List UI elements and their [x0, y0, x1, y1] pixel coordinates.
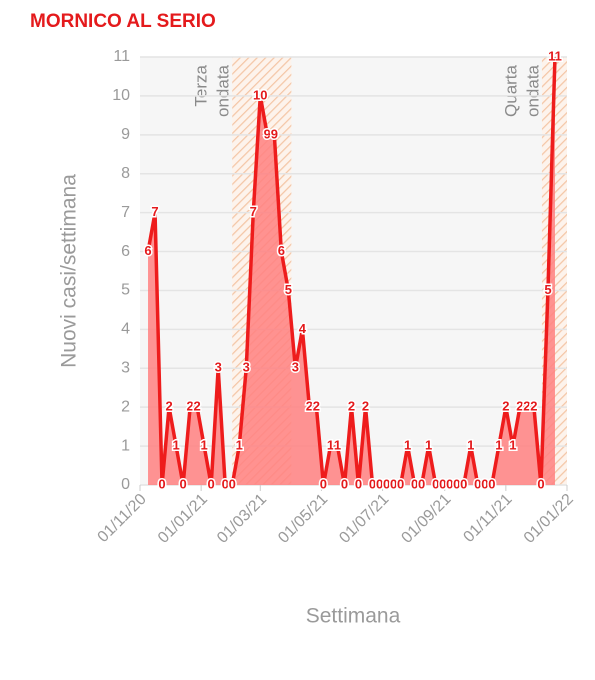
- y-tick-label: 1: [121, 437, 130, 454]
- value-label: 1: [236, 438, 243, 453]
- value-label: 6: [144, 243, 151, 258]
- x-tick-label: 01/11/20: [95, 491, 150, 546]
- value-label: 3: [215, 360, 222, 375]
- value-label: 1: [509, 438, 516, 453]
- value-label: 0: [208, 476, 215, 491]
- value-label: 0: [537, 476, 544, 491]
- value-label: 0: [390, 476, 397, 491]
- y-tick-label: 9: [121, 126, 130, 143]
- value-label: 7: [250, 204, 257, 219]
- x-tick-label: 01/05/21: [275, 491, 331, 547]
- value-label: 0: [179, 476, 186, 491]
- value-label: 0: [460, 476, 467, 491]
- value-label: 10: [253, 87, 267, 102]
- value-label: 1: [495, 438, 502, 453]
- x-tick-label: 01/07/21: [336, 491, 392, 547]
- y-axis-title: Nuovi casi/settimana: [58, 174, 81, 368]
- value-label: 3: [292, 360, 299, 375]
- marks: [146, 56, 557, 487]
- value-label: 0: [432, 476, 439, 491]
- value-label: 2: [187, 399, 194, 414]
- value-label: 9: [264, 126, 271, 141]
- wave-label: ondata: [523, 64, 542, 117]
- value-label: 9: [271, 126, 278, 141]
- value-label: 0: [446, 476, 453, 491]
- value-label: 0: [376, 476, 383, 491]
- value-label: 0: [222, 476, 229, 491]
- value-label: 0: [488, 476, 495, 491]
- x-tick-label: 01/09/21: [398, 491, 454, 547]
- wave-label: Quarta: [501, 64, 520, 117]
- x-axis-title: Settimana: [306, 605, 401, 628]
- x-tick-label: 01/01/21: [155, 491, 211, 547]
- value-label: 2: [362, 399, 369, 414]
- value-label: 0: [383, 476, 390, 491]
- value-label: 2: [523, 399, 530, 414]
- chart-title: MORNICO AL SERIO: [30, 11, 216, 32]
- y-tick-label: 0: [121, 476, 130, 493]
- x-tick-label: 01/01/22: [521, 491, 577, 547]
- value-label: 0: [418, 476, 425, 491]
- value-label: 5: [285, 282, 292, 297]
- value-label: 0: [397, 476, 404, 491]
- wave-label: Terza: [192, 64, 211, 106]
- y-tick-label: 10: [112, 87, 130, 104]
- value-label: 1: [334, 438, 341, 453]
- value-label: 6: [278, 243, 285, 258]
- value-label: 0: [355, 476, 362, 491]
- area: [148, 57, 555, 485]
- value-label: 0: [481, 476, 488, 491]
- value-label: 0: [474, 476, 481, 491]
- value-label: 4: [299, 321, 307, 336]
- value-label: 7: [151, 204, 158, 219]
- y-tick-label: 4: [121, 321, 130, 338]
- y-tick-label: 6: [121, 243, 130, 260]
- x-tick-label: 01/11/21: [460, 491, 515, 546]
- value-label: 2: [194, 399, 201, 414]
- value-label: 0: [453, 476, 460, 491]
- value-label: 1: [467, 438, 474, 453]
- value-label: 0: [439, 476, 446, 491]
- value-label: 1: [172, 438, 179, 453]
- value-label: 3: [243, 360, 250, 375]
- y-tick-label: 5: [121, 282, 130, 299]
- value-label: 0: [158, 476, 165, 491]
- y-tick-label: 11: [113, 48, 130, 65]
- value-label: 2: [165, 399, 172, 414]
- value-label: 0: [320, 476, 327, 491]
- y-tick-label: 2: [121, 398, 130, 415]
- value-label: 0: [369, 476, 376, 491]
- value-label: 0: [411, 476, 418, 491]
- value-label: 1: [425, 438, 432, 453]
- value-label: 2: [306, 399, 313, 414]
- value-label: 2: [516, 399, 523, 414]
- value-label: 1: [327, 438, 334, 453]
- value-label: 0: [229, 476, 236, 491]
- value-label: 5: [544, 282, 551, 297]
- value-label: 1: [201, 438, 208, 453]
- wave-label: ondata: [214, 64, 233, 117]
- y-tick-label: 7: [121, 204, 130, 221]
- x-tick-label: 01/03/21: [214, 491, 270, 547]
- value-label: 2: [313, 399, 320, 414]
- value-label: 2: [348, 399, 355, 414]
- value-label: 0: [341, 476, 348, 491]
- y-tick-label: 3: [121, 359, 130, 376]
- line: [146, 56, 557, 487]
- value-label: 1: [404, 438, 411, 453]
- value-label: 2: [530, 399, 537, 414]
- y-tick-label: 8: [121, 165, 130, 182]
- value-label: 11: [548, 48, 562, 63]
- value-label: 2: [502, 399, 509, 414]
